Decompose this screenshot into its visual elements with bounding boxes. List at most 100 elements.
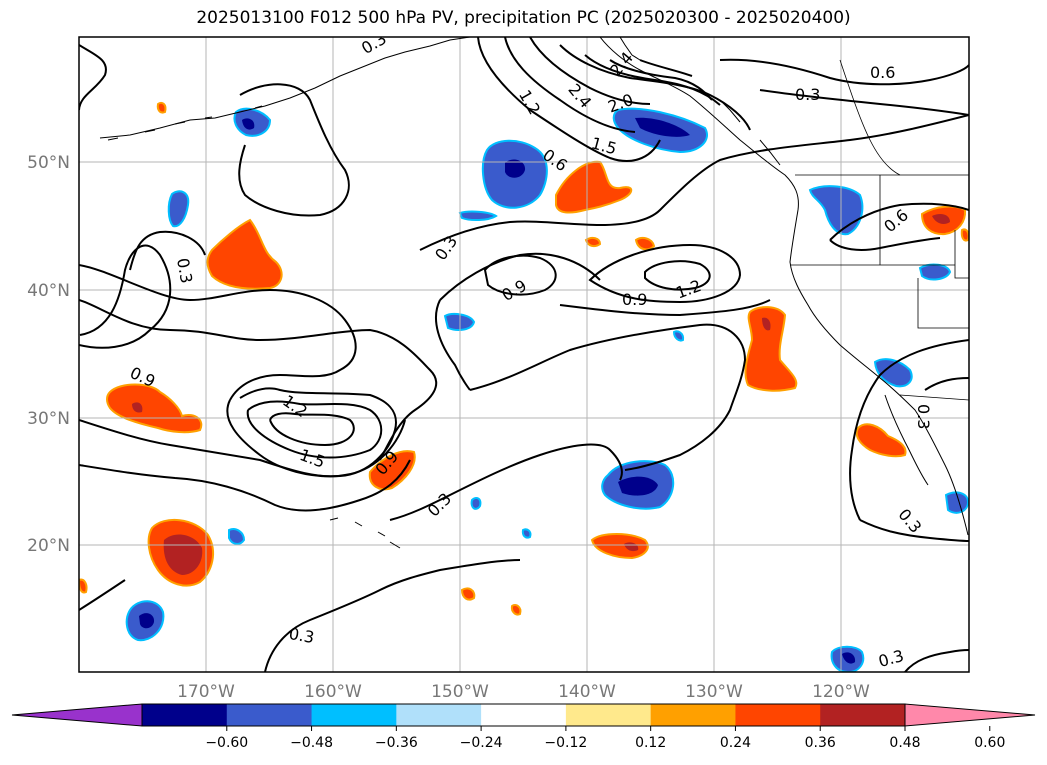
colorbar-tick-label: 0.12	[635, 735, 666, 751]
contour-line	[759, 89, 969, 116]
colorbar-tick-label: 0.60	[974, 735, 1005, 751]
contour-line	[79, 579, 126, 611]
precip-neg-core	[505, 159, 526, 178]
precip-shading	[79, 101, 969, 672]
precip-pos-core	[132, 402, 143, 413]
precip-pos-core	[932, 214, 950, 224]
coast-alaska-aleutians	[99, 37, 471, 139]
precip-pos-patch	[960, 228, 969, 242]
coast-westcoast	[789, 209, 969, 536]
contour-line	[269, 412, 355, 447]
precip-pos-patch	[855, 423, 907, 458]
contour-line	[79, 419, 406, 478]
coast-hawaii	[329, 517, 401, 549]
contour-line	[504, 37, 636, 133]
contour-label: 0.3	[358, 29, 390, 58]
contour-line	[246, 400, 383, 459]
precip-pos-patch	[206, 218, 283, 290]
pv-contours	[79, 37, 969, 672]
state-boundaries	[790, 59, 969, 401]
contour-label: 0.6	[880, 205, 912, 236]
contour-line	[469, 323, 747, 471]
contour-label: 0.3	[876, 646, 906, 671]
contour-label: 0.9	[622, 290, 647, 309]
colorbar-segment	[226, 704, 313, 726]
precip-neg-patch	[228, 528, 246, 545]
precip-neg-patch	[944, 491, 969, 514]
longitude-labels: 170°W 160°W 150°W 140°W 130°W 120°W	[177, 682, 870, 702]
precip-pos-patch	[368, 450, 416, 491]
colorbar-segment	[650, 704, 736, 726]
gridlines	[79, 37, 969, 672]
coast-alaska-pan	[599, 37, 799, 211]
precip-pos-patch	[634, 237, 656, 251]
colorbar-segment	[565, 704, 652, 726]
contour-line	[79, 299, 438, 461]
contour-line	[79, 244, 172, 349]
precip-neg-patch	[672, 330, 685, 342]
lat-label: 30°N	[27, 409, 70, 429]
lon-label: 160°W	[304, 682, 362, 702]
lon-label: 130°W	[685, 682, 743, 702]
contour-line	[529, 37, 651, 105]
colorbar-tick-label: −0.12	[544, 735, 587, 751]
map-frame	[78, 36, 970, 673]
colorbar-segment	[396, 704, 482, 726]
precip-pos-patch	[584, 236, 602, 248]
colorbar-tick-label: −0.60	[205, 735, 248, 751]
contour-line	[644, 260, 711, 291]
precip-neg-core	[618, 476, 658, 496]
coastlines	[99, 37, 969, 549]
colorbar-tick-label: −0.36	[375, 735, 418, 751]
colorbar-segment	[142, 704, 228, 726]
latitude-labels: 50°N 40°N 30°N 20°N	[27, 153, 70, 556]
contour-label: 0.3	[894, 505, 925, 537]
precip-neg-patch	[167, 190, 190, 228]
contour-line	[264, 559, 521, 672]
contour-label: 0.3	[173, 256, 196, 284]
colorbar-segment	[735, 704, 821, 726]
lat-label: 20°N	[27, 536, 70, 556]
contour-line	[559, 299, 771, 317]
precip-pos-patch	[510, 604, 522, 616]
colorbar-tick-label: −0.24	[460, 735, 503, 751]
contour-line	[849, 339, 969, 521]
contour-line	[559, 44, 751, 131]
colorbar-tick-label: −0.48	[290, 735, 333, 751]
contour-line	[639, 59, 693, 77]
colorbar-extend-min	[11, 703, 143, 727]
precip-neg-patch	[521, 528, 532, 539]
contour-label: 1.2	[279, 391, 311, 421]
contour-line	[129, 230, 206, 271]
precip-pos-patch	[79, 578, 88, 594]
precip-neg-core	[842, 652, 856, 664]
contour-line	[79, 459, 411, 512]
lon-label: 150°W	[431, 682, 489, 702]
contour-line	[584, 54, 721, 106]
contour-label: 0.6	[870, 63, 895, 82]
colorbar-tick-label: 0.24	[720, 735, 751, 751]
colorbar-tick-label: 0.48	[889, 735, 920, 751]
lon-label: 140°W	[558, 682, 616, 702]
colorbar-tick-label: 0.36	[805, 735, 836, 751]
precip-neg-core	[242, 118, 255, 130]
colorbar-extend-max	[904, 703, 1036, 727]
precip-neg-patch	[873, 358, 913, 388]
colorbar-frame	[141, 703, 906, 727]
contour-label: 1.5	[589, 133, 619, 158]
contour-line	[419, 114, 969, 251]
precip-neg-patch	[458, 210, 498, 222]
colorbar-segment	[481, 704, 567, 726]
contour-label: 0.9	[498, 276, 530, 305]
contour-label: 1.2	[515, 86, 544, 118]
contour-line	[588, 243, 742, 304]
lon-label: 170°W	[177, 682, 235, 702]
precip-neg-core	[635, 117, 690, 137]
contour-line	[79, 44, 107, 111]
contour-label: 1.2	[673, 276, 703, 303]
lat-label: 50°N	[27, 153, 70, 173]
precip-neg-patch	[918, 263, 952, 281]
precip-pos-patch	[156, 101, 167, 114]
precip-pos-patch	[590, 533, 649, 560]
